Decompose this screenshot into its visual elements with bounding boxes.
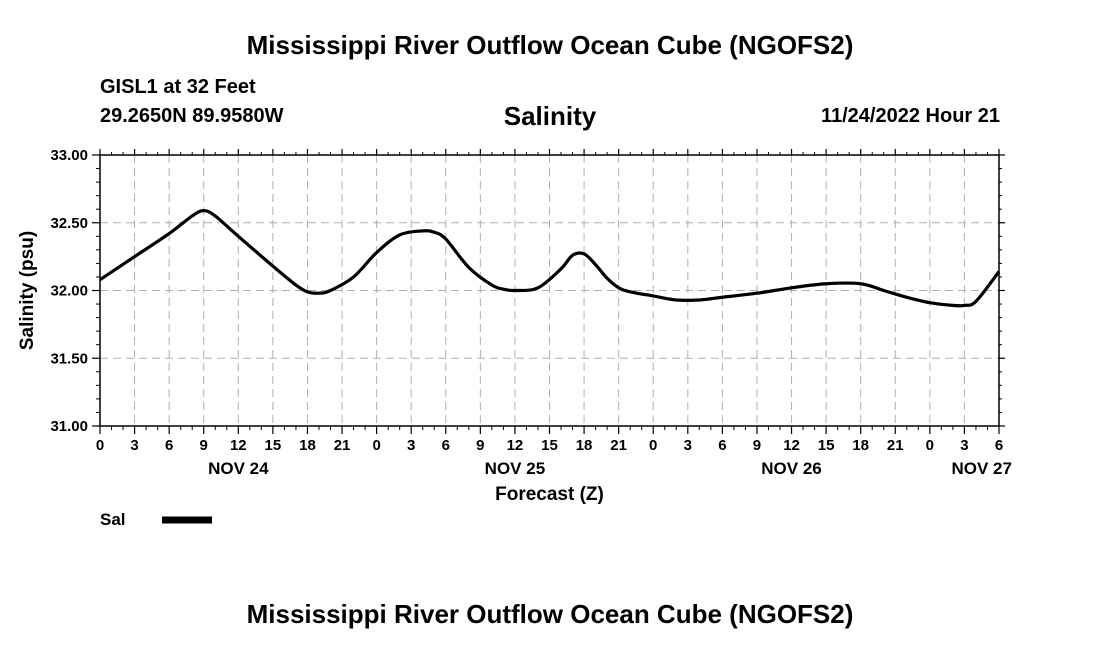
day-label: NOV 25 bbox=[485, 459, 545, 478]
grid bbox=[100, 155, 999, 426]
chart-title: Salinity bbox=[503, 101, 597, 131]
y-tick-label: 32.50 bbox=[50, 215, 88, 232]
y-tick-label: 31.00 bbox=[50, 418, 88, 435]
x-tick-label: 9 bbox=[476, 437, 484, 454]
x-tick-label: 12 bbox=[507, 437, 524, 454]
station-label: GISL1 at 32 Feet bbox=[100, 76, 256, 98]
x-tick-label: 18 bbox=[299, 437, 316, 454]
main-title: Mississippi River Outflow Ocean Cube (NG… bbox=[246, 30, 854, 60]
ticks bbox=[92, 149, 1005, 434]
x-tick-label: 15 bbox=[265, 437, 282, 454]
plot-frame bbox=[99, 154, 1000, 427]
x-tick-label: 21 bbox=[887, 437, 904, 454]
day-label: NOV 26 bbox=[761, 459, 821, 478]
x-tick-label: 18 bbox=[576, 437, 593, 454]
legend-label: Sal bbox=[100, 510, 126, 529]
day-label: NOV 24 bbox=[208, 459, 269, 478]
x-tick-label: 3 bbox=[684, 437, 692, 454]
series bbox=[99, 208, 1001, 308]
x-tick-label: 9 bbox=[753, 437, 761, 454]
x-tick-label: 3 bbox=[407, 437, 415, 454]
x-tick-label: 15 bbox=[818, 437, 835, 454]
x-tick-label: 9 bbox=[200, 437, 208, 454]
x-axis-label: Forecast (Z) bbox=[495, 484, 604, 505]
x-tick-label: 6 bbox=[165, 437, 173, 454]
x-tick-label: 15 bbox=[541, 437, 558, 454]
footer-title: Mississippi River Outflow Ocean Cube (NG… bbox=[246, 599, 854, 629]
y-tick-label: 31.50 bbox=[50, 350, 88, 367]
x-tick-label: 12 bbox=[230, 437, 247, 454]
forecast-timestamp: 11/24/2022 Hour 21 bbox=[820, 105, 1000, 127]
series-line-sal bbox=[99, 208, 1001, 308]
station-coordinates: 29.2650N 89.9580W bbox=[100, 105, 284, 127]
day-label: NOV 27 bbox=[951, 459, 1011, 478]
x-tick-label: 3 bbox=[960, 437, 968, 454]
x-tick-label: 18 bbox=[852, 437, 869, 454]
x-tick-label: 0 bbox=[372, 437, 380, 454]
x-tick-label: 6 bbox=[995, 437, 1003, 454]
x-tick-label: 0 bbox=[926, 437, 934, 454]
y-axis-label: Salinity (psu) bbox=[17, 231, 38, 350]
x-tick-label: 0 bbox=[96, 437, 104, 454]
x-tick-label: 3 bbox=[130, 437, 138, 454]
x-tick-label: 21 bbox=[334, 437, 351, 454]
y-tick-label: 33.00 bbox=[50, 147, 88, 164]
x-tick-label: 12 bbox=[783, 437, 800, 454]
x-tick-label: 6 bbox=[442, 437, 450, 454]
x-tick-label: 0 bbox=[649, 437, 657, 454]
x-tick-label: 6 bbox=[718, 437, 726, 454]
tick-labels: 0 3 6 9 12 15 18 21 0 3 6 9 12 15 18 21 0 3 6 9 12 15 18 21 0 3 6 3… bbox=[50, 147, 1012, 478]
x-tick-label: 21 bbox=[610, 437, 627, 454]
y-tick-label: 32.00 bbox=[50, 283, 88, 300]
